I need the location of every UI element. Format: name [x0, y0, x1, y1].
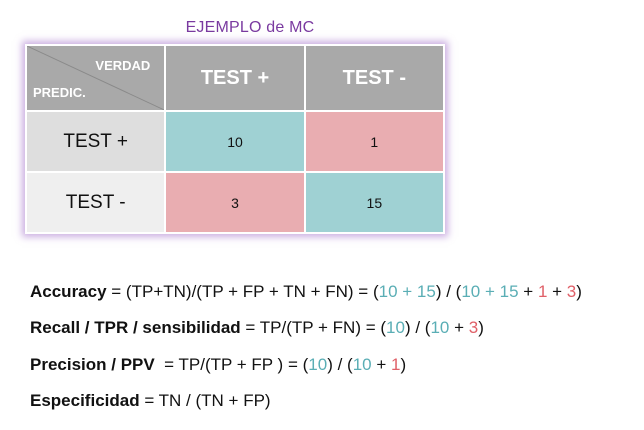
- value-tp: 10: [430, 318, 450, 337]
- formula-expr: = TP/(TP + FP ) = (: [154, 355, 309, 374]
- formula-end: ): [576, 282, 582, 301]
- row-header-test-positive: TEST +: [24, 110, 167, 173]
- corner-label-truth: VERDAD: [95, 58, 151, 73]
- formula-name: Recall / TPR / sensibilidad: [30, 318, 241, 337]
- formula-expr: = TN / (TN + FP): [139, 391, 271, 410]
- formula-expr: = TP/(TP + FN) = (: [240, 318, 387, 337]
- corner-label-prediction: PREDIC.: [33, 85, 86, 100]
- formula-mid: ) / (: [404, 318, 431, 337]
- cell-false-positive: 1: [303, 110, 446, 173]
- plus-sign: +: [480, 282, 500, 301]
- row-header-test-negative: TEST -: [24, 171, 167, 234]
- formula-name: Especificidad: [30, 391, 140, 410]
- formula-accuracy: Accuracy = (TP+TN)/(TP + FP + TN + FN) =…: [30, 282, 582, 302]
- corner-diagonal-line: [28, 47, 164, 109]
- formula-recall: Recall / TPR / sensibilidad = TP/(TP + F…: [30, 318, 484, 338]
- plus-sign: +: [518, 282, 538, 301]
- value-tn: 15: [416, 282, 436, 301]
- value-fn: 3: [566, 282, 577, 301]
- value-tp: 10: [308, 355, 328, 374]
- plus-sign: +: [547, 282, 567, 301]
- matrix-corner-cell: VERDAD PREDIC.: [24, 44, 167, 112]
- value-tp: 10: [352, 355, 372, 374]
- formula-end: ): [478, 318, 484, 337]
- value-tp: 10: [386, 318, 405, 337]
- page-title: EJEMPLO de MC: [185, 19, 315, 36]
- value-fp: 1: [537, 282, 548, 301]
- value-tp: 10: [378, 282, 398, 301]
- plus-sign: +: [397, 282, 417, 301]
- value-fp: 1: [390, 355, 401, 374]
- formula-name: Precision / PPV: [30, 355, 155, 374]
- formula-name: Accuracy: [30, 282, 107, 301]
- cell-true-negative: 15: [303, 171, 446, 234]
- col-header-test-negative: TEST -: [303, 44, 446, 112]
- confusion-matrix: VERDAD PREDIC. TEST + TEST - TEST + 10 1…: [24, 44, 446, 234]
- value-fn: 3: [468, 318, 479, 337]
- cell-true-positive: 10: [164, 110, 306, 173]
- formula-precision: Precision / PPV = TP/(TP + FP ) = (10) /…: [30, 355, 406, 375]
- formula-expr: = (TP+TN)/(TP + FP + TN + FN) = (: [106, 282, 379, 301]
- plus-sign: +: [449, 318, 469, 337]
- plus-sign: +: [371, 355, 391, 374]
- formula-specificity: Especificidad = TN / (TN + FP): [30, 391, 271, 411]
- value-tn: 15: [499, 282, 519, 301]
- cell-false-negative: 3: [164, 171, 306, 234]
- formula-mid: ) / (: [327, 355, 353, 374]
- col-header-test-positive: TEST +: [164, 44, 306, 112]
- value-tp: 10: [461, 282, 481, 301]
- formula-end: ): [400, 355, 407, 374]
- confusion-matrix-table: VERDAD PREDIC. TEST + TEST - TEST + 10 1…: [24, 44, 446, 234]
- formula-mid: ) / (: [435, 282, 462, 301]
